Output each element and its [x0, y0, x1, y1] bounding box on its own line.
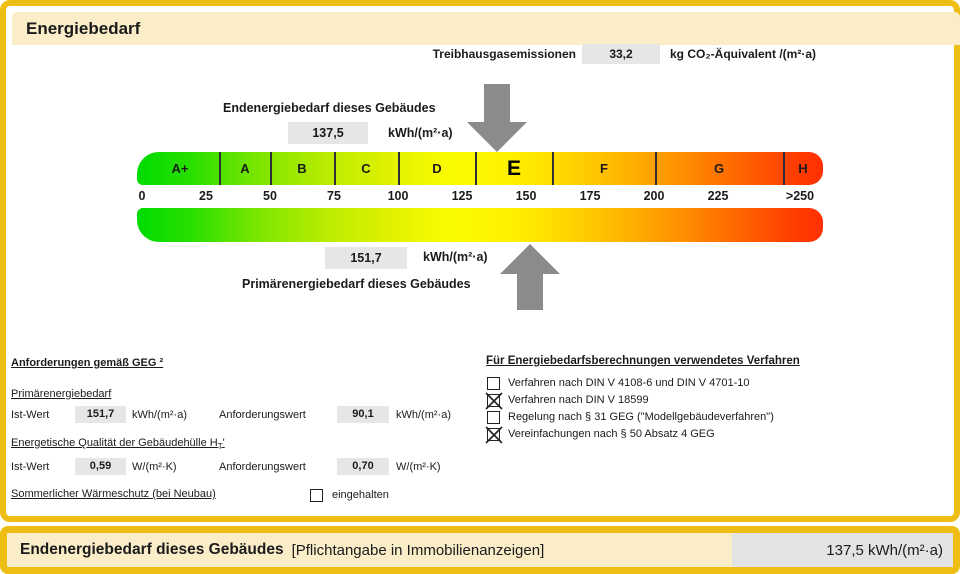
footer-value: 137,5 kWh/(m²·a) [826, 541, 943, 559]
final-energy-unit: kWh/(m²·a) [388, 126, 453, 140]
primary-req-unit: kWh/(m²·a) [396, 409, 451, 421]
axis-tick-label: 50 [263, 189, 277, 203]
class-label-b: B [297, 161, 307, 176]
emissions-unit: kg CO₂-Äquivalent /(m²·a) [670, 47, 817, 61]
page-title: Energiebedarf [26, 19, 141, 38]
anforderungswert-label: Anforderungswert [219, 461, 306, 473]
primary-ist-value: 151,7 [86, 408, 115, 420]
axis-tick-label: 200 [643, 189, 665, 203]
emissions-value-box: 33,2 [582, 44, 660, 64]
method-checkbox-din18599[interactable] [485, 392, 503, 410]
envelope-req-value: 0,70 [352, 460, 374, 472]
footer-text: Endenergiebedarf dieses Gebäudes [Pflich… [7, 533, 732, 567]
final-energy-value: 137,5 [312, 126, 344, 140]
class-label-a: A [240, 161, 250, 176]
footer-bar: Endenergiebedarf dieses Gebäudes [Pflich… [0, 526, 960, 574]
envelope-req-value-box: 0,70 [337, 458, 389, 475]
method-item-label: Vereinfachungen nach § 50 Absatz 4 GEG [508, 428, 715, 440]
class-label-h: H [798, 161, 808, 176]
emissions-label: Treibhausgasemissionen [432, 47, 576, 61]
axis-tick-label: 175 [579, 189, 601, 203]
axis-tick-label: 150 [515, 189, 537, 203]
class-boundary-tick [552, 152, 554, 185]
anforderungswert-label: Anforderungswert [219, 409, 306, 421]
axis-tick-label: 100 [387, 189, 409, 203]
class-boundary-tick [398, 152, 400, 185]
class-label-e-current: E [506, 157, 522, 180]
primary-ist-value-box: 151,7 [75, 406, 126, 423]
ist-wert-label: Ist-Wert [11, 461, 50, 473]
axis-tick-label: 125 [451, 189, 473, 203]
checkbox-x-mark [485, 392, 503, 410]
class-label-g: G [713, 161, 725, 176]
class-boundary-tick [334, 152, 336, 185]
summer-protection-checkbox-label: eingehalten [332, 489, 389, 501]
class-boundary-tick [475, 152, 477, 185]
method-checkbox-vereinfachungen[interactable] [485, 426, 503, 444]
axis-tick-label: >250 [785, 189, 815, 203]
final-energy-label: Endenergiebedarf dieses Gebäudes [223, 101, 436, 115]
method-item-label: Regelung nach § 31 GEG ("Modellgebäudeve… [508, 411, 774, 423]
ist-wert-label: Ist-Wert [11, 409, 50, 421]
footer-title: Endenergiebedarf dieses Gebäudes [20, 541, 284, 558]
primary-req-value: 90,1 [352, 408, 374, 420]
checkbox-x-mark [485, 426, 503, 444]
primaerenergie-arrow-up-icon [500, 244, 560, 310]
primary-energy-unit: kWh/(m²·a) [423, 250, 488, 264]
class-label-d: D [432, 161, 442, 176]
primary-requirement-title: Primärenergiebedarf [11, 388, 112, 400]
axis-tick-label: 25 [199, 189, 213, 203]
summer-protection-label: Sommerlicher Wärmeschutz (bei Neubau) [11, 488, 216, 500]
axis-tick-label: 0 [138, 189, 146, 203]
envelope-ist-value-box: 0,59 [75, 458, 126, 475]
scale-axis: 0 25 50 75 100 125 150 175 200 225 >250 [0, 189, 960, 205]
requirements-heading: Anforderungen gemäß GEG ² [11, 357, 164, 369]
final-energy-value-box: 137,5 [288, 122, 368, 144]
footer-value-box: 137,5 kWh/(m²·a) [732, 533, 953, 567]
primary-energy-value-box: 151,7 [325, 247, 407, 269]
envelope-ist-unit: W/(m²·K) [132, 461, 177, 473]
class-label-c: C [361, 161, 371, 176]
envelope-requirement-title: Energetische Qualität der Gebäudehülle H… [11, 437, 225, 452]
method-heading: Für Energiebedarfsberechnungen verwendet… [486, 355, 800, 367]
primary-req-value-box: 90,1 [337, 406, 389, 423]
envelope-req-unit: W/(m²·K) [396, 461, 441, 473]
header-band: Energiebedarf [12, 12, 960, 45]
method-item-label: Verfahren nach DIN V 18599 [508, 394, 649, 406]
emissions-value: 33,2 [609, 47, 633, 61]
gradient-bar [137, 208, 823, 242]
method-checkbox-din4108[interactable] [487, 377, 500, 390]
class-label-f: F [600, 161, 608, 176]
class-boundary-tick [270, 152, 272, 185]
summer-protection-checkbox[interactable] [310, 489, 323, 502]
class-label-aplus: A+ [171, 161, 189, 176]
main-panel: Energiebedarf [0, 0, 960, 522]
axis-tick-label: 225 [707, 189, 729, 203]
primary-energy-label: Primärenergiebedarf dieses Gebäudes [242, 277, 471, 291]
class-boundary-tick [783, 152, 785, 185]
primary-energy-value: 151,7 [350, 251, 382, 265]
class-boundary-tick [655, 152, 657, 185]
class-boundary-tick [219, 152, 221, 185]
energy-class-scale-bar: A+ A B C D E F G H [137, 152, 823, 185]
envelope-ist-value: 0,59 [89, 460, 112, 472]
method-item-label: Verfahren nach DIN V 4108-6 und DIN V 47… [508, 377, 750, 389]
footer-note: [Pflichtangabe in Immobilienanzeigen] [291, 541, 545, 559]
endenergie-arrow-down-icon [467, 84, 527, 152]
axis-tick-label: 75 [327, 189, 341, 203]
method-checkbox-modellgebaeude[interactable] [487, 411, 500, 424]
primary-ist-unit: kWh/(m²·a) [132, 409, 187, 421]
